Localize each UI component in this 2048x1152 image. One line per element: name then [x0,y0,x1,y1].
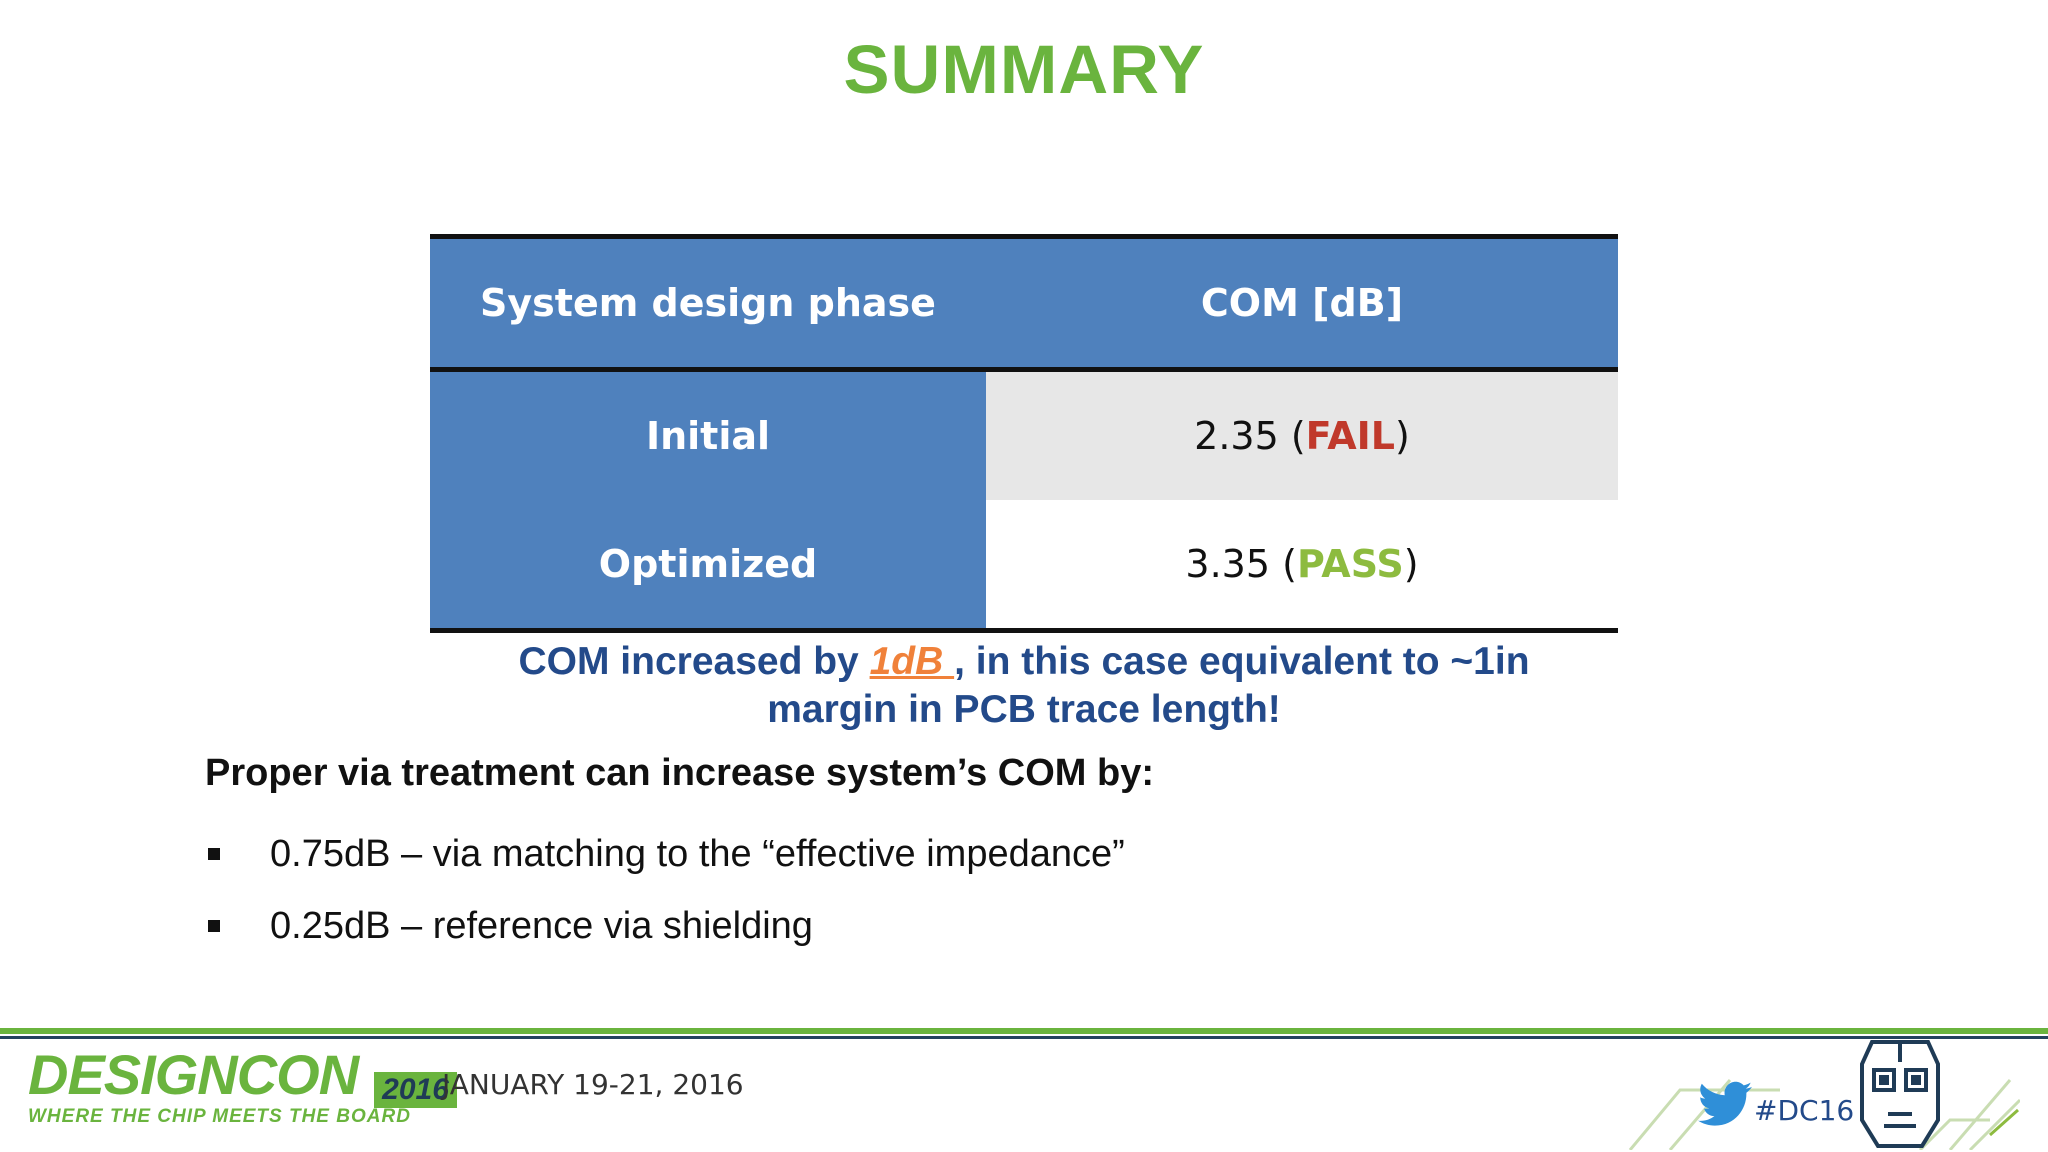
twitter-bird-icon [1698,1081,1752,1126]
conclusion-note: COM increased by 1dB , in this case equi… [430,638,1618,734]
bullet-square-icon [208,920,220,932]
com-value-cell: 2.35 (FAIL) [986,372,1618,500]
com-value: 2.35 [1194,414,1279,458]
lead-text: Proper via treatment can increase system… [205,752,1154,794]
list-item: 0.75dB – via matching to the “effective … [205,818,1125,890]
note-text-before: COM increased by [518,640,870,683]
robot-mascot-icon [1860,1040,1940,1148]
table-row: Initial 2.35 (FAIL) [430,372,1618,500]
list-item: 0.25dB – reference via shielding [205,890,1125,962]
logo-tagline: WHERE THE CHIP MEETS THE BOARD [28,1106,411,1127]
designcon-logo: DESIGNCON 2016 [28,1042,457,1108]
phase-cell: Initial [430,372,986,500]
header-phase: System design phase [480,281,936,325]
bullet-text: 0.75dB – via matching to the “effective … [270,832,1125,875]
status-pass: PASS [1296,542,1404,586]
com-value-cell: 3.35 (PASS) [986,500,1618,628]
event-hashtag: #DC16 [1754,1094,1855,1127]
event-date: JANUARY 19-21, 2016 [442,1068,744,1101]
note-highlight: 1dB [869,640,955,683]
table-row: Optimized 3.35 (PASS) [430,500,1618,628]
logo-wordmark: DESIGNCON [28,1043,359,1106]
logo-year: 2016 [374,1071,457,1108]
table-header-row: System design phase COM [dB] [430,239,1618,372]
slide-title: SUMMARY [843,31,1205,108]
com-table: System design phase COM [dB] Initial 2.3… [430,234,1618,633]
note-text-after: , in this case equivalent to ~1in [954,640,1530,683]
com-value: 3.35 [1185,542,1271,586]
footer-divider-navy [0,1036,2048,1039]
header-com: COM [dB] [1200,281,1404,325]
bullet-list: 0.75dB – via matching to the “effective … [205,818,1125,962]
footer-divider-green [0,1028,2048,1034]
status-fail: FAIL [1305,414,1396,458]
phase-cell: Optimized [430,500,986,628]
bullet-square-icon [208,848,220,860]
note-line2: margin in PCB trace length! [767,688,1281,731]
bullet-text: 0.25dB – reference via shielding [270,904,813,947]
